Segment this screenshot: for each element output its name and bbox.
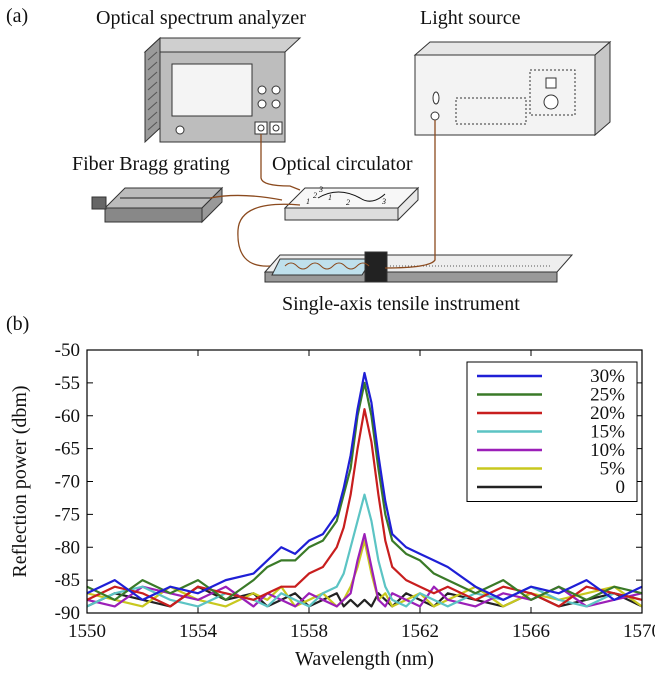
port-label: 3 — [318, 185, 323, 194]
x-tick-label: 1570 — [623, 621, 655, 642]
fiber — [209, 120, 436, 269]
panel-label: (a) — [6, 5, 28, 27]
y-tick-label: -55 — [55, 373, 80, 394]
port-label: 1 — [328, 193, 332, 202]
y-tick-label: -50 — [55, 340, 80, 361]
plot-frame — [86, 349, 643, 614]
legend-label: 5% — [600, 459, 626, 480]
y-tick-label: -75 — [55, 504, 80, 525]
y-tick-label: -65 — [55, 439, 80, 460]
device-label: Single-axis tensile instrument — [282, 293, 520, 315]
light-source-device — [413, 40, 612, 137]
legend-label: 15% — [590, 422, 625, 443]
y-tick-label: -90 — [55, 603, 80, 624]
device-label: Optical circulator — [272, 153, 413, 175]
x-tick-label: 1550 — [68, 621, 106, 642]
y-tick-label: -60 — [55, 406, 80, 427]
port-label: 2 — [346, 198, 350, 207]
x-axis-title: Wavelength (nm) — [295, 648, 434, 670]
tensile-instrument — [263, 251, 574, 283]
legend-label: 20% — [590, 403, 625, 424]
series-line — [87, 408, 642, 608]
x-tick-label: 1554 — [179, 621, 218, 642]
series-line — [87, 585, 642, 608]
osa-device — [143, 36, 302, 144]
legend-label: 30% — [590, 366, 625, 387]
port-label: 1 — [306, 197, 310, 206]
series-line — [87, 381, 642, 601]
y-tick-label: -70 — [55, 472, 80, 493]
device-label: Fiber Bragg grating — [72, 153, 230, 175]
x-tick-label: 1558 — [290, 621, 328, 642]
legend-label: 25% — [590, 385, 625, 406]
series-line — [87, 539, 642, 608]
panel-label: (b) — [6, 313, 29, 335]
y-tick-label: -85 — [55, 570, 80, 591]
x-tick-label: 1566 — [512, 621, 550, 642]
y-tick-label: -80 — [55, 537, 80, 558]
circulator-plate — [283, 186, 420, 222]
x-tick-label: 1562 — [401, 621, 439, 642]
port-label: 2 — [313, 191, 317, 200]
legend-label: 10% — [590, 440, 625, 461]
legend-label: 0 — [616, 477, 626, 498]
y-axis-title: Reflection power (dbm) — [9, 385, 31, 577]
series-line — [87, 493, 642, 608]
series-line — [87, 533, 642, 608]
device-label: Light source — [420, 7, 521, 29]
device-label: Optical spectrum analyzer — [96, 7, 306, 29]
port-label: 3 — [381, 197, 386, 206]
fbg-stage — [91, 186, 224, 224]
series-line — [87, 371, 642, 601]
